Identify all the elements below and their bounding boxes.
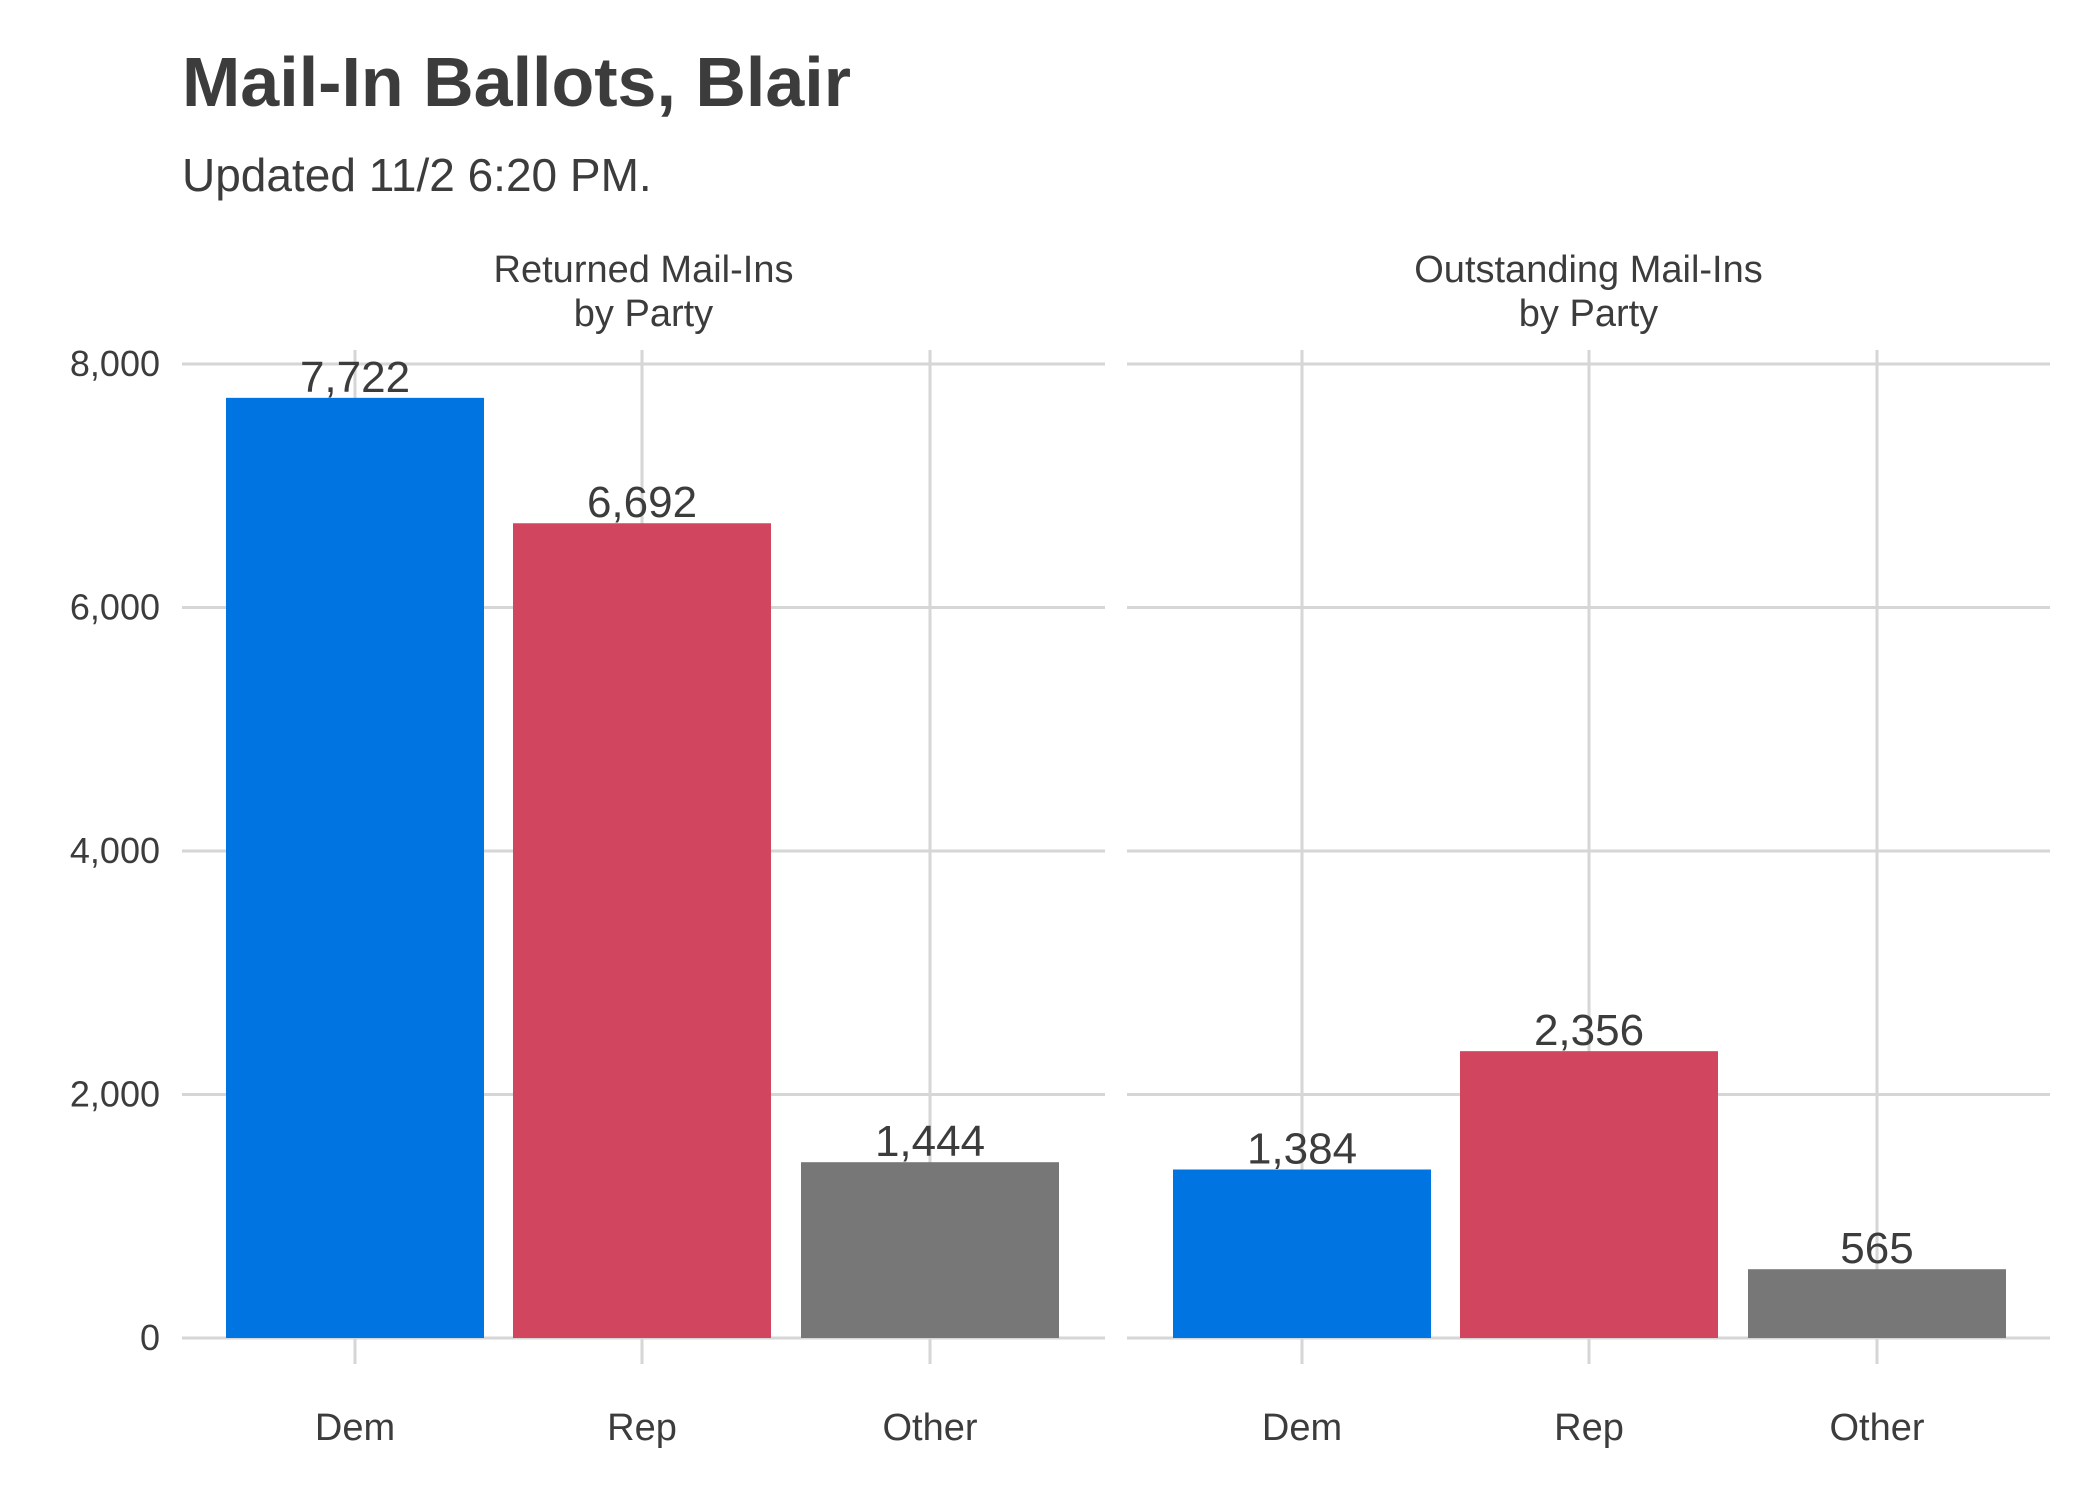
data-label: 7,722 [300,353,410,402]
y-tick-label: 6,000 [70,587,160,628]
panel-title-line: by Party [574,293,713,335]
bar-rep [1460,1051,1718,1338]
y-tick-label: 4,000 [70,830,160,871]
bar-other [1748,1269,2006,1338]
x-tick-label: Dem [1262,1407,1342,1449]
bar-other [801,1162,1059,1338]
chart-subtitle: Updated 11/2 6:20 PM. [182,149,652,201]
bar-rep [513,523,771,1338]
x-tick-label: Rep [607,1407,677,1449]
y-tick-label: 8,000 [70,343,160,384]
y-tick-label: 0 [140,1317,160,1358]
panel-title-line: Returned Mail-Ins [494,249,794,291]
panel-title-line: Outstanding Mail-Ins [1414,249,1763,291]
data-label: 1,384 [1247,1124,1357,1173]
data-label: 565 [1840,1224,1913,1273]
data-label: 1,444 [875,1117,985,1166]
data-label: 6,692 [587,478,697,527]
x-tick-label: Rep [1554,1407,1624,1449]
x-tick-label: Other [1829,1407,1924,1449]
data-label: 2,356 [1534,1006,1644,1055]
bar-dem [226,397,484,1338]
y-tick-label: 2,000 [70,1074,160,1115]
chart-title: Mail-In Ballots, Blair [182,43,851,121]
panel-title-line: by Party [1519,293,1658,335]
x-tick-label: Other [882,1407,977,1449]
bar-dem [1173,1169,1431,1338]
x-tick-label: Dem [315,1407,395,1449]
